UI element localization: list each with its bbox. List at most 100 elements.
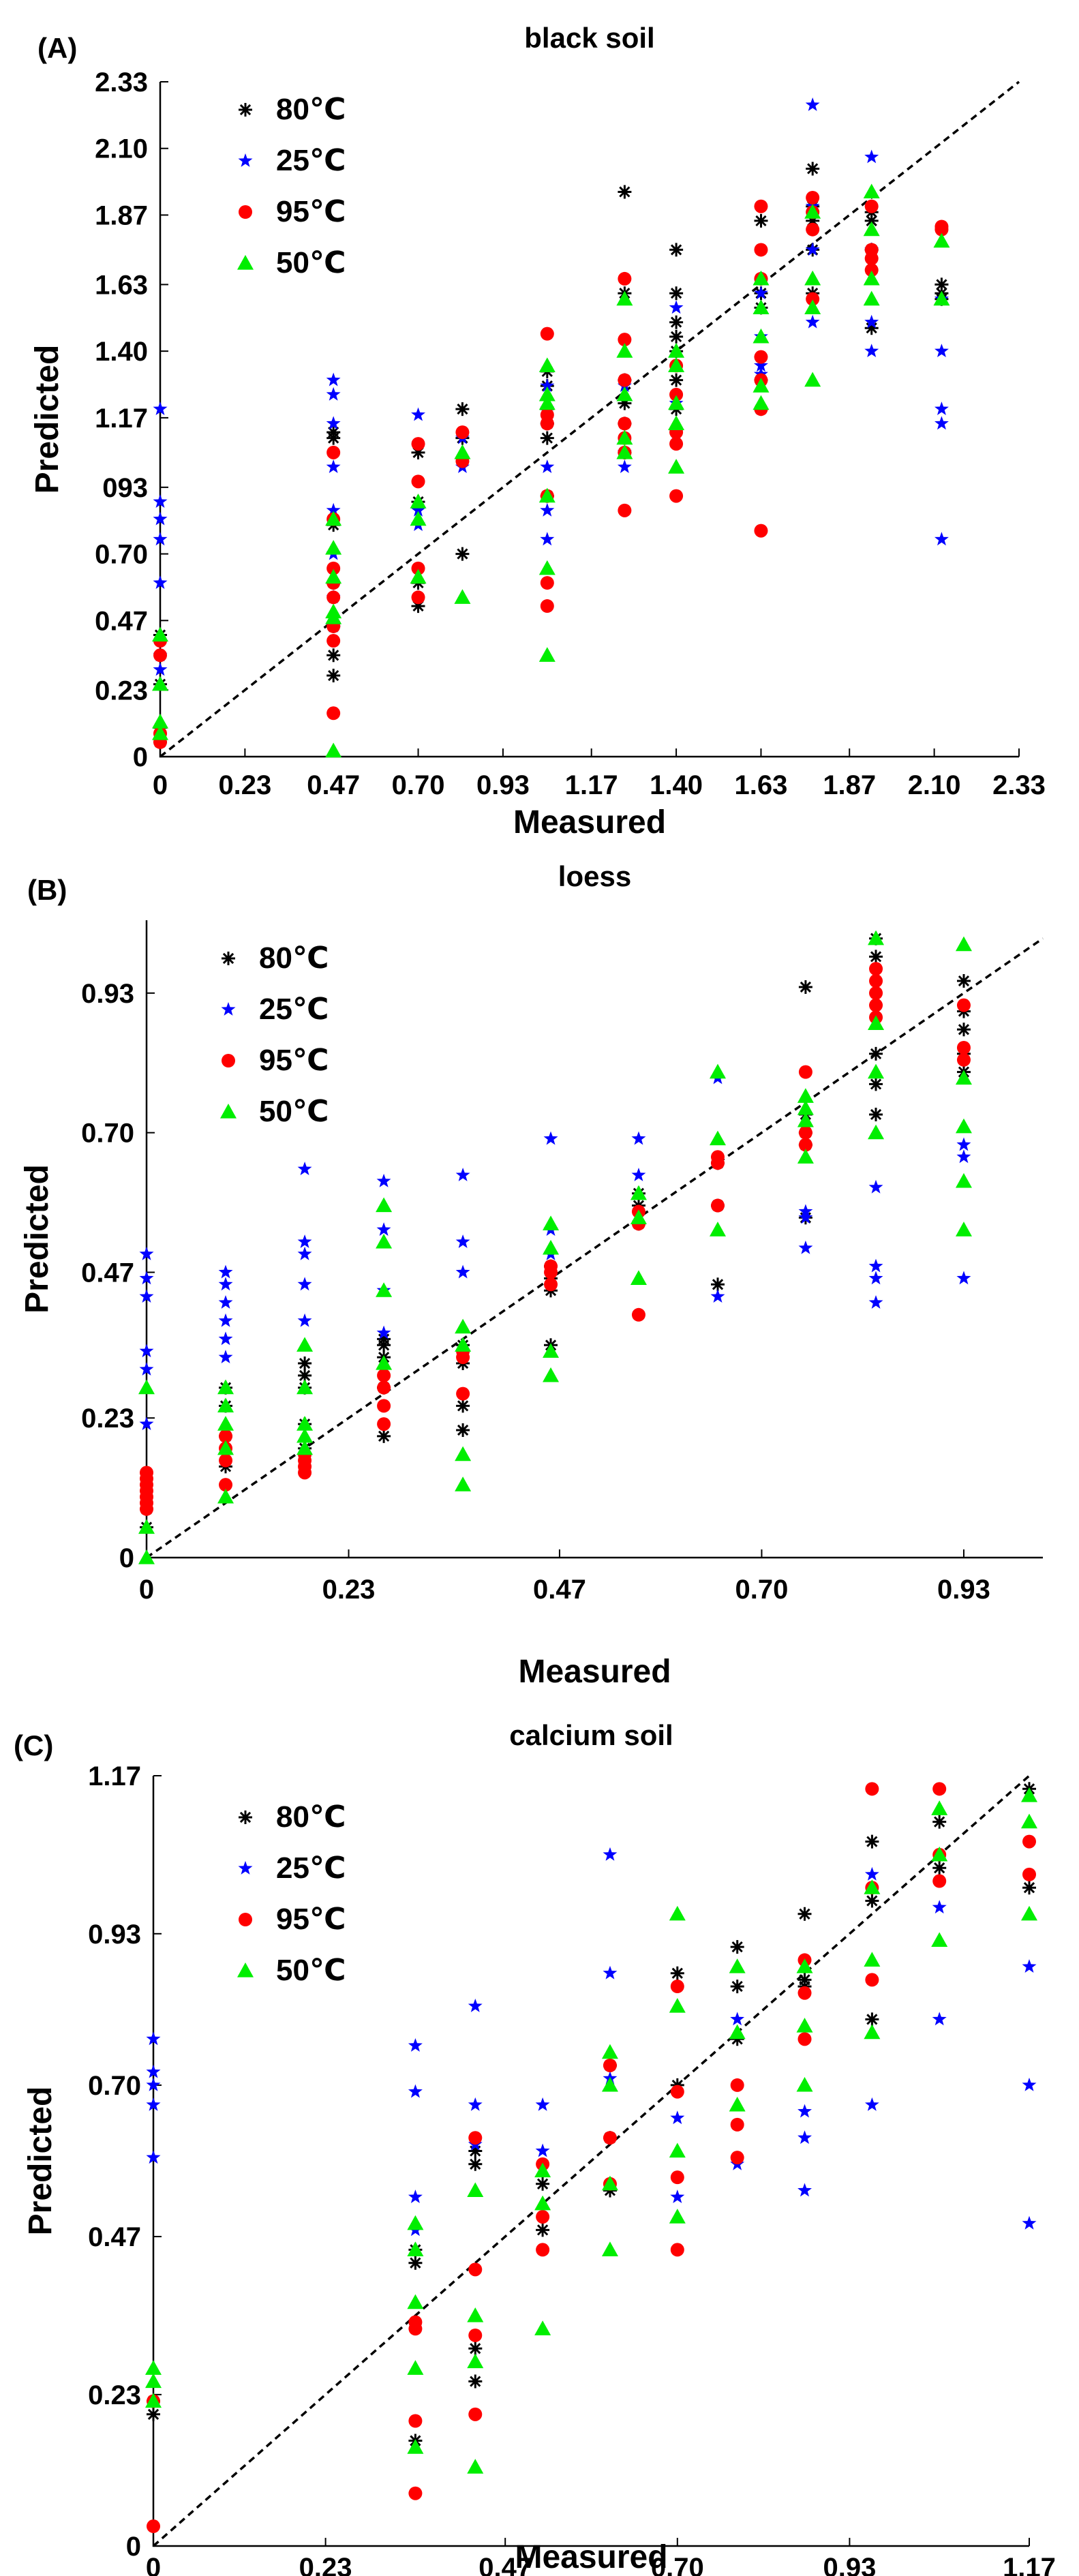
data-point [297,1277,312,1291]
data-point [869,1046,883,1061]
data-point [869,1108,883,1121]
data-point [326,416,341,430]
data-point [797,1088,814,1103]
data-point [864,2024,881,2040]
data-point [540,576,554,590]
y-tick-label: 0.70 [95,540,148,570]
data-point [152,676,168,691]
data-point [468,2328,483,2342]
data-point [146,2097,161,2111]
data-point [145,2393,162,2408]
data-point [147,2407,160,2421]
data-point [863,290,880,306]
data-point [145,2360,162,2375]
x-tick-label: 2.33 [992,770,1046,800]
data-point [297,1379,314,1395]
data-point [1021,1813,1037,1829]
data-point [325,742,342,758]
data-point [618,416,632,431]
legend-marker [237,255,254,270]
legend-marker [239,1913,252,1926]
y-tick-label: 0.23 [88,2380,141,2410]
data-point [297,1416,314,1431]
data-point [669,437,684,451]
data-point [933,290,950,306]
x-tick-label: 0.23 [322,1575,376,1605]
data-point [218,1277,233,1291]
y-axis-label: Predicted [29,345,65,494]
series-circle [153,190,949,749]
data-point [669,2142,686,2158]
data-point [869,1077,883,1091]
data-point [543,1239,560,1255]
data-point [932,1900,947,1914]
y-tick-label: 0 [133,742,148,772]
data-point [616,386,633,401]
x-axis-label: Measured [513,804,666,840]
data-point [543,1367,560,1382]
data-point [217,1416,234,1431]
data-point [729,1958,746,1973]
data-point [601,2175,618,2191]
data-point [754,213,768,228]
data-point [868,1271,883,1285]
data-point [603,1847,618,1861]
data-point [868,1258,883,1273]
data-point [730,2078,744,2092]
legend-label: 80℃ [259,941,329,975]
data-point [670,1980,684,1994]
data-point [468,2131,483,2145]
x-tick-label: 0.23 [218,770,271,800]
data-point [955,1070,972,1085]
data-point [538,357,556,372]
data-point [325,609,342,624]
y-tick-label: 0.23 [81,1404,134,1434]
panel-c-calcium-soil: calcium soil (C) 0 0.23 0.47 0.70 0.93 1.17 0 0.2… [0,1708,1079,2576]
data-point [934,277,949,292]
data-point [139,1344,154,1358]
data-point [669,286,684,301]
x-tick-label: 0 [153,770,168,800]
data-point [468,2097,483,2111]
data-point [468,2157,483,2171]
x-tick-label: 0.47 [307,770,360,800]
panel-a-black-soil: black soil (A) 0 0.23 0.47 0.70 0.93 1.17 1.40 1.… [0,0,1079,852]
data-point [617,459,632,473]
data-point [864,1952,881,1967]
legend-label: 25℃ [276,1851,346,1885]
data-point [219,1478,233,1492]
data-point [454,444,471,459]
data-point [411,474,425,489]
data-point [140,1466,153,1480]
data-point [217,1379,234,1395]
data-point [408,2189,423,2203]
data-point [797,2104,812,2118]
data-point [326,669,341,682]
y-tick-label: 0.47 [95,606,148,636]
data-point [376,1325,391,1339]
data-point [326,372,341,387]
data-point [753,270,770,286]
data-point [797,2183,812,2197]
data-point [864,252,879,266]
data-point [709,1222,726,1237]
data-point [467,2459,484,2474]
data-point [865,1782,879,1796]
x-tick-label: 0 [146,2553,161,2576]
data-point [955,936,972,952]
data-point [455,1234,470,1248]
x-axis-label: Measured [515,2539,667,2575]
data-point [325,511,342,526]
data-point [408,2256,423,2270]
data-point [806,222,820,237]
data-point [669,1905,686,1921]
data-point [1021,1787,1037,1802]
data-point [601,2076,618,2092]
data-point [408,2315,423,2329]
data-point [932,1782,947,1796]
data-point [957,1022,971,1037]
data-point [797,2032,812,2046]
data-point [326,445,341,459]
data-point [669,2209,686,2224]
data-point [297,1246,312,1260]
